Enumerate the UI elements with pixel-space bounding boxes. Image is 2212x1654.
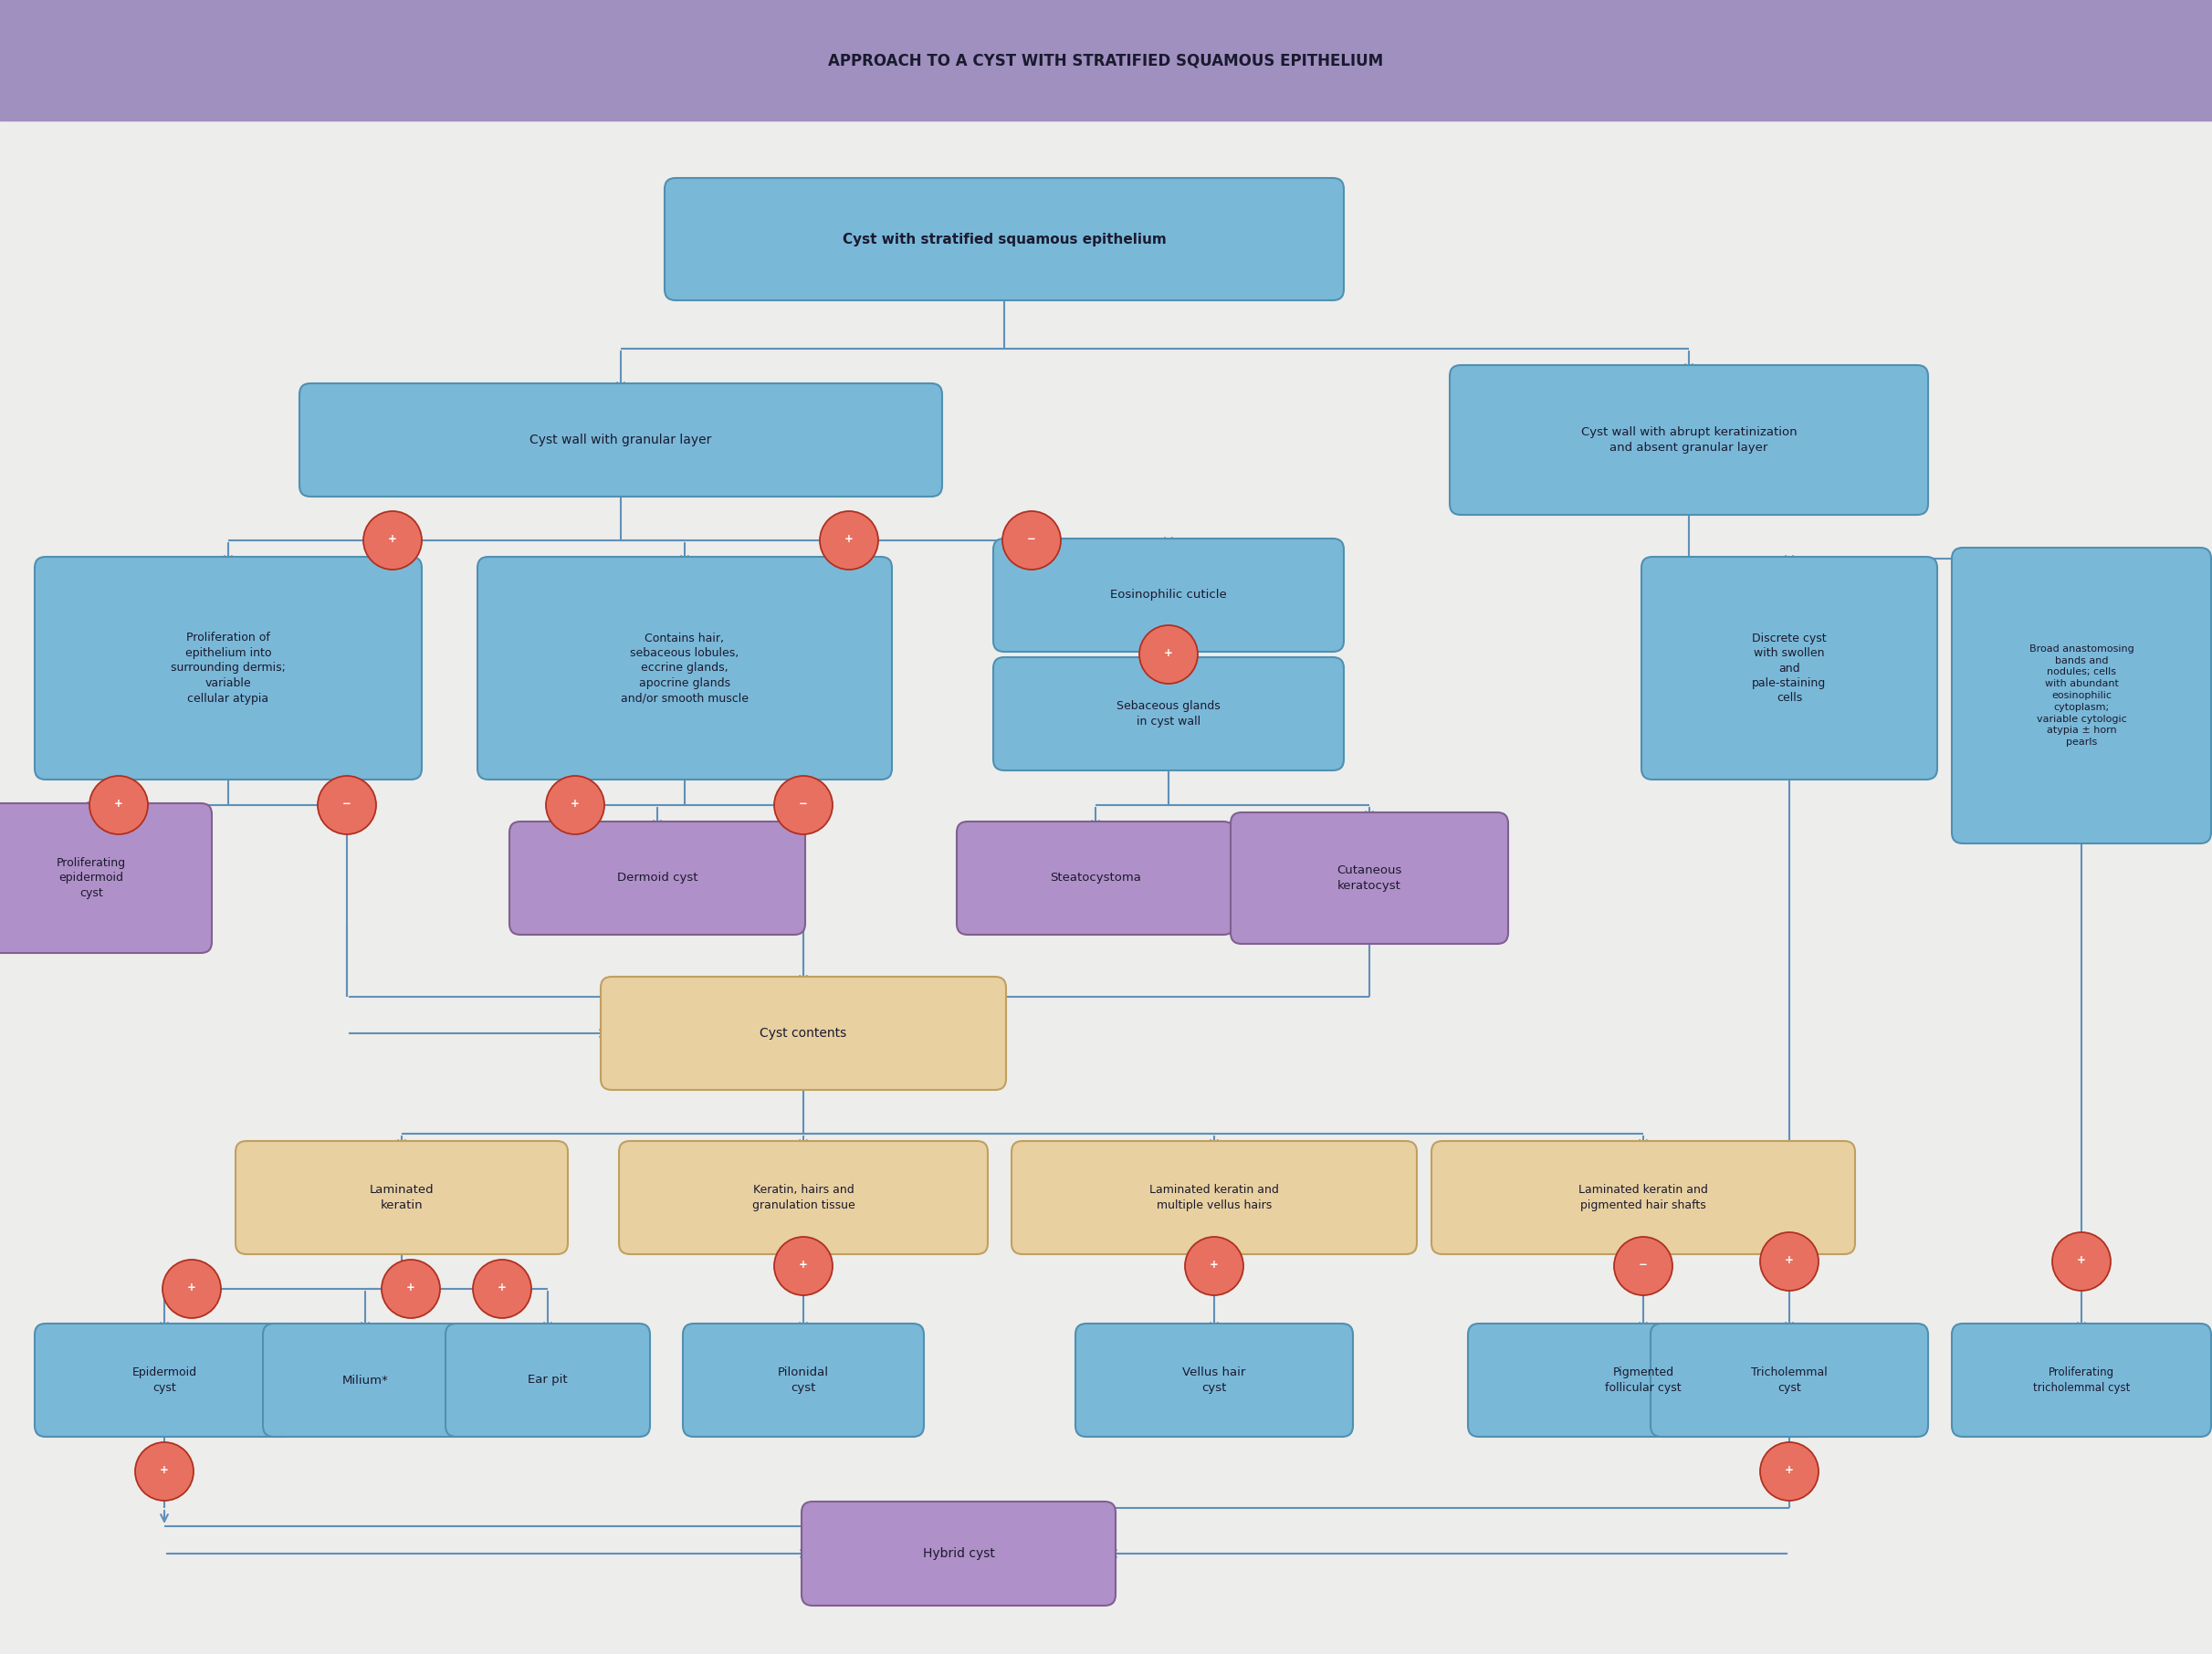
FancyBboxPatch shape <box>1230 812 1509 944</box>
FancyBboxPatch shape <box>1641 557 1938 779</box>
Text: Discrete cyst
with swollen
and
pale-staining
cells: Discrete cyst with swollen and pale-stai… <box>1752 632 1827 705</box>
Text: +: + <box>115 797 124 810</box>
Text: Hybrid cyst: Hybrid cyst <box>922 1546 995 1560</box>
Text: Milium*: Milium* <box>343 1374 389 1386</box>
Circle shape <box>1186 1237 1243 1295</box>
Circle shape <box>363 511 422 569</box>
Text: +: + <box>159 1464 168 1475</box>
FancyBboxPatch shape <box>0 0 2212 121</box>
Circle shape <box>319 776 376 834</box>
Text: Keratin, hairs and
granulation tissue: Keratin, hairs and granulation tissue <box>752 1184 854 1211</box>
FancyBboxPatch shape <box>801 1502 1115 1606</box>
Text: −: − <box>799 797 807 810</box>
Circle shape <box>383 1260 440 1318</box>
Circle shape <box>161 1260 221 1318</box>
FancyBboxPatch shape <box>35 557 422 779</box>
FancyBboxPatch shape <box>958 822 1234 935</box>
FancyBboxPatch shape <box>684 1323 925 1437</box>
Text: +: + <box>1210 1259 1219 1270</box>
Circle shape <box>1002 511 1062 569</box>
Text: Laminated keratin and
multiple vellus hairs: Laminated keratin and multiple vellus ha… <box>1150 1184 1279 1211</box>
Text: −: − <box>343 797 352 810</box>
Text: Proliferation of
epithelium into
surrounding dermis;
variable
cellular atypia: Proliferation of epithelium into surroun… <box>170 632 285 705</box>
FancyBboxPatch shape <box>602 978 1006 1090</box>
Text: +: + <box>188 1282 197 1293</box>
Text: Pigmented
follicular cyst: Pigmented follicular cyst <box>1606 1366 1681 1394</box>
Circle shape <box>774 776 832 834</box>
Text: Cyst contents: Cyst contents <box>761 1027 847 1040</box>
Text: +: + <box>2077 1254 2086 1265</box>
Text: −: − <box>1026 533 1035 544</box>
FancyBboxPatch shape <box>1075 1323 1354 1437</box>
Text: Contains hair,
sebaceous lobules,
eccrine glands,
apocrine glands
and/or smooth : Contains hair, sebaceous lobules, eccrin… <box>622 632 748 705</box>
Text: Broad anastomosing
bands and
nodules; cells
with abundant
eosinophilic
cytoplasm: Broad anastomosing bands and nodules; ce… <box>2028 645 2135 748</box>
Text: +: + <box>799 1259 807 1270</box>
Text: +: + <box>1785 1254 1794 1265</box>
Circle shape <box>1139 625 1197 683</box>
FancyBboxPatch shape <box>1449 366 1929 514</box>
Text: Dermoid cyst: Dermoid cyst <box>617 872 697 883</box>
Text: Proliferating
tricholemmal cyst: Proliferating tricholemmal cyst <box>2033 1366 2130 1394</box>
Text: +: + <box>1164 647 1172 658</box>
Circle shape <box>774 1237 832 1295</box>
Text: +: + <box>407 1282 416 1293</box>
Circle shape <box>473 1260 531 1318</box>
FancyBboxPatch shape <box>1469 1323 1818 1437</box>
FancyBboxPatch shape <box>1011 1141 1418 1254</box>
FancyBboxPatch shape <box>619 1141 989 1254</box>
Text: +: + <box>498 1282 507 1293</box>
Text: Epidermoid
cyst: Epidermoid cyst <box>133 1366 197 1394</box>
Circle shape <box>546 776 604 834</box>
FancyBboxPatch shape <box>234 1141 568 1254</box>
Text: Cyst wall with granular layer: Cyst wall with granular layer <box>531 433 712 447</box>
FancyBboxPatch shape <box>1951 547 2212 844</box>
Text: APPROACH TO A CYST WITH STRATIFIED SQUAMOUS EPITHELIUM: APPROACH TO A CYST WITH STRATIFIED SQUAM… <box>830 51 1382 68</box>
Text: +: + <box>1785 1464 1794 1475</box>
Circle shape <box>135 1442 192 1500</box>
Circle shape <box>1615 1237 1672 1295</box>
FancyBboxPatch shape <box>1650 1323 1929 1437</box>
Text: +: + <box>571 797 580 810</box>
Circle shape <box>1761 1232 1818 1290</box>
Circle shape <box>2053 1232 2110 1290</box>
Text: Pilonidal
cyst: Pilonidal cyst <box>779 1366 830 1394</box>
Text: Laminated keratin and
pigmented hair shafts: Laminated keratin and pigmented hair sha… <box>1579 1184 1708 1211</box>
Text: Eosinophilic cuticle: Eosinophilic cuticle <box>1110 589 1228 600</box>
FancyBboxPatch shape <box>478 557 891 779</box>
Text: Proliferating
epidermoid
cyst: Proliferating epidermoid cyst <box>58 857 126 900</box>
FancyBboxPatch shape <box>35 1323 294 1437</box>
Text: Ear pit: Ear pit <box>529 1374 568 1386</box>
Text: −: − <box>1639 1259 1648 1270</box>
Text: Cutaneous
keratocyst: Cutaneous keratocyst <box>1336 865 1402 892</box>
FancyBboxPatch shape <box>1431 1141 1856 1254</box>
Circle shape <box>88 776 148 834</box>
Text: Laminated
keratin: Laminated keratin <box>369 1184 434 1211</box>
FancyBboxPatch shape <box>445 1323 650 1437</box>
Circle shape <box>1761 1442 1818 1500</box>
FancyBboxPatch shape <box>993 657 1345 771</box>
FancyBboxPatch shape <box>993 539 1345 652</box>
Text: +: + <box>387 533 398 544</box>
FancyBboxPatch shape <box>299 384 942 496</box>
Text: Steatocystoma: Steatocystoma <box>1051 872 1141 883</box>
FancyBboxPatch shape <box>509 822 805 935</box>
FancyBboxPatch shape <box>0 804 212 953</box>
Text: Tricholemmal
cyst: Tricholemmal cyst <box>1752 1366 1827 1394</box>
Text: Vellus hair
cyst: Vellus hair cyst <box>1183 1366 1245 1394</box>
FancyBboxPatch shape <box>664 179 1345 301</box>
Text: Sebaceous glands
in cyst wall: Sebaceous glands in cyst wall <box>1117 700 1221 728</box>
Text: Cyst with stratified squamous epithelium: Cyst with stratified squamous epithelium <box>843 232 1166 246</box>
FancyBboxPatch shape <box>263 1323 467 1437</box>
FancyBboxPatch shape <box>1951 1323 2212 1437</box>
Circle shape <box>821 511 878 569</box>
Text: +: + <box>845 533 854 544</box>
Text: Cyst wall with abrupt keratinization
and absent granular layer: Cyst wall with abrupt keratinization and… <box>1582 427 1796 453</box>
